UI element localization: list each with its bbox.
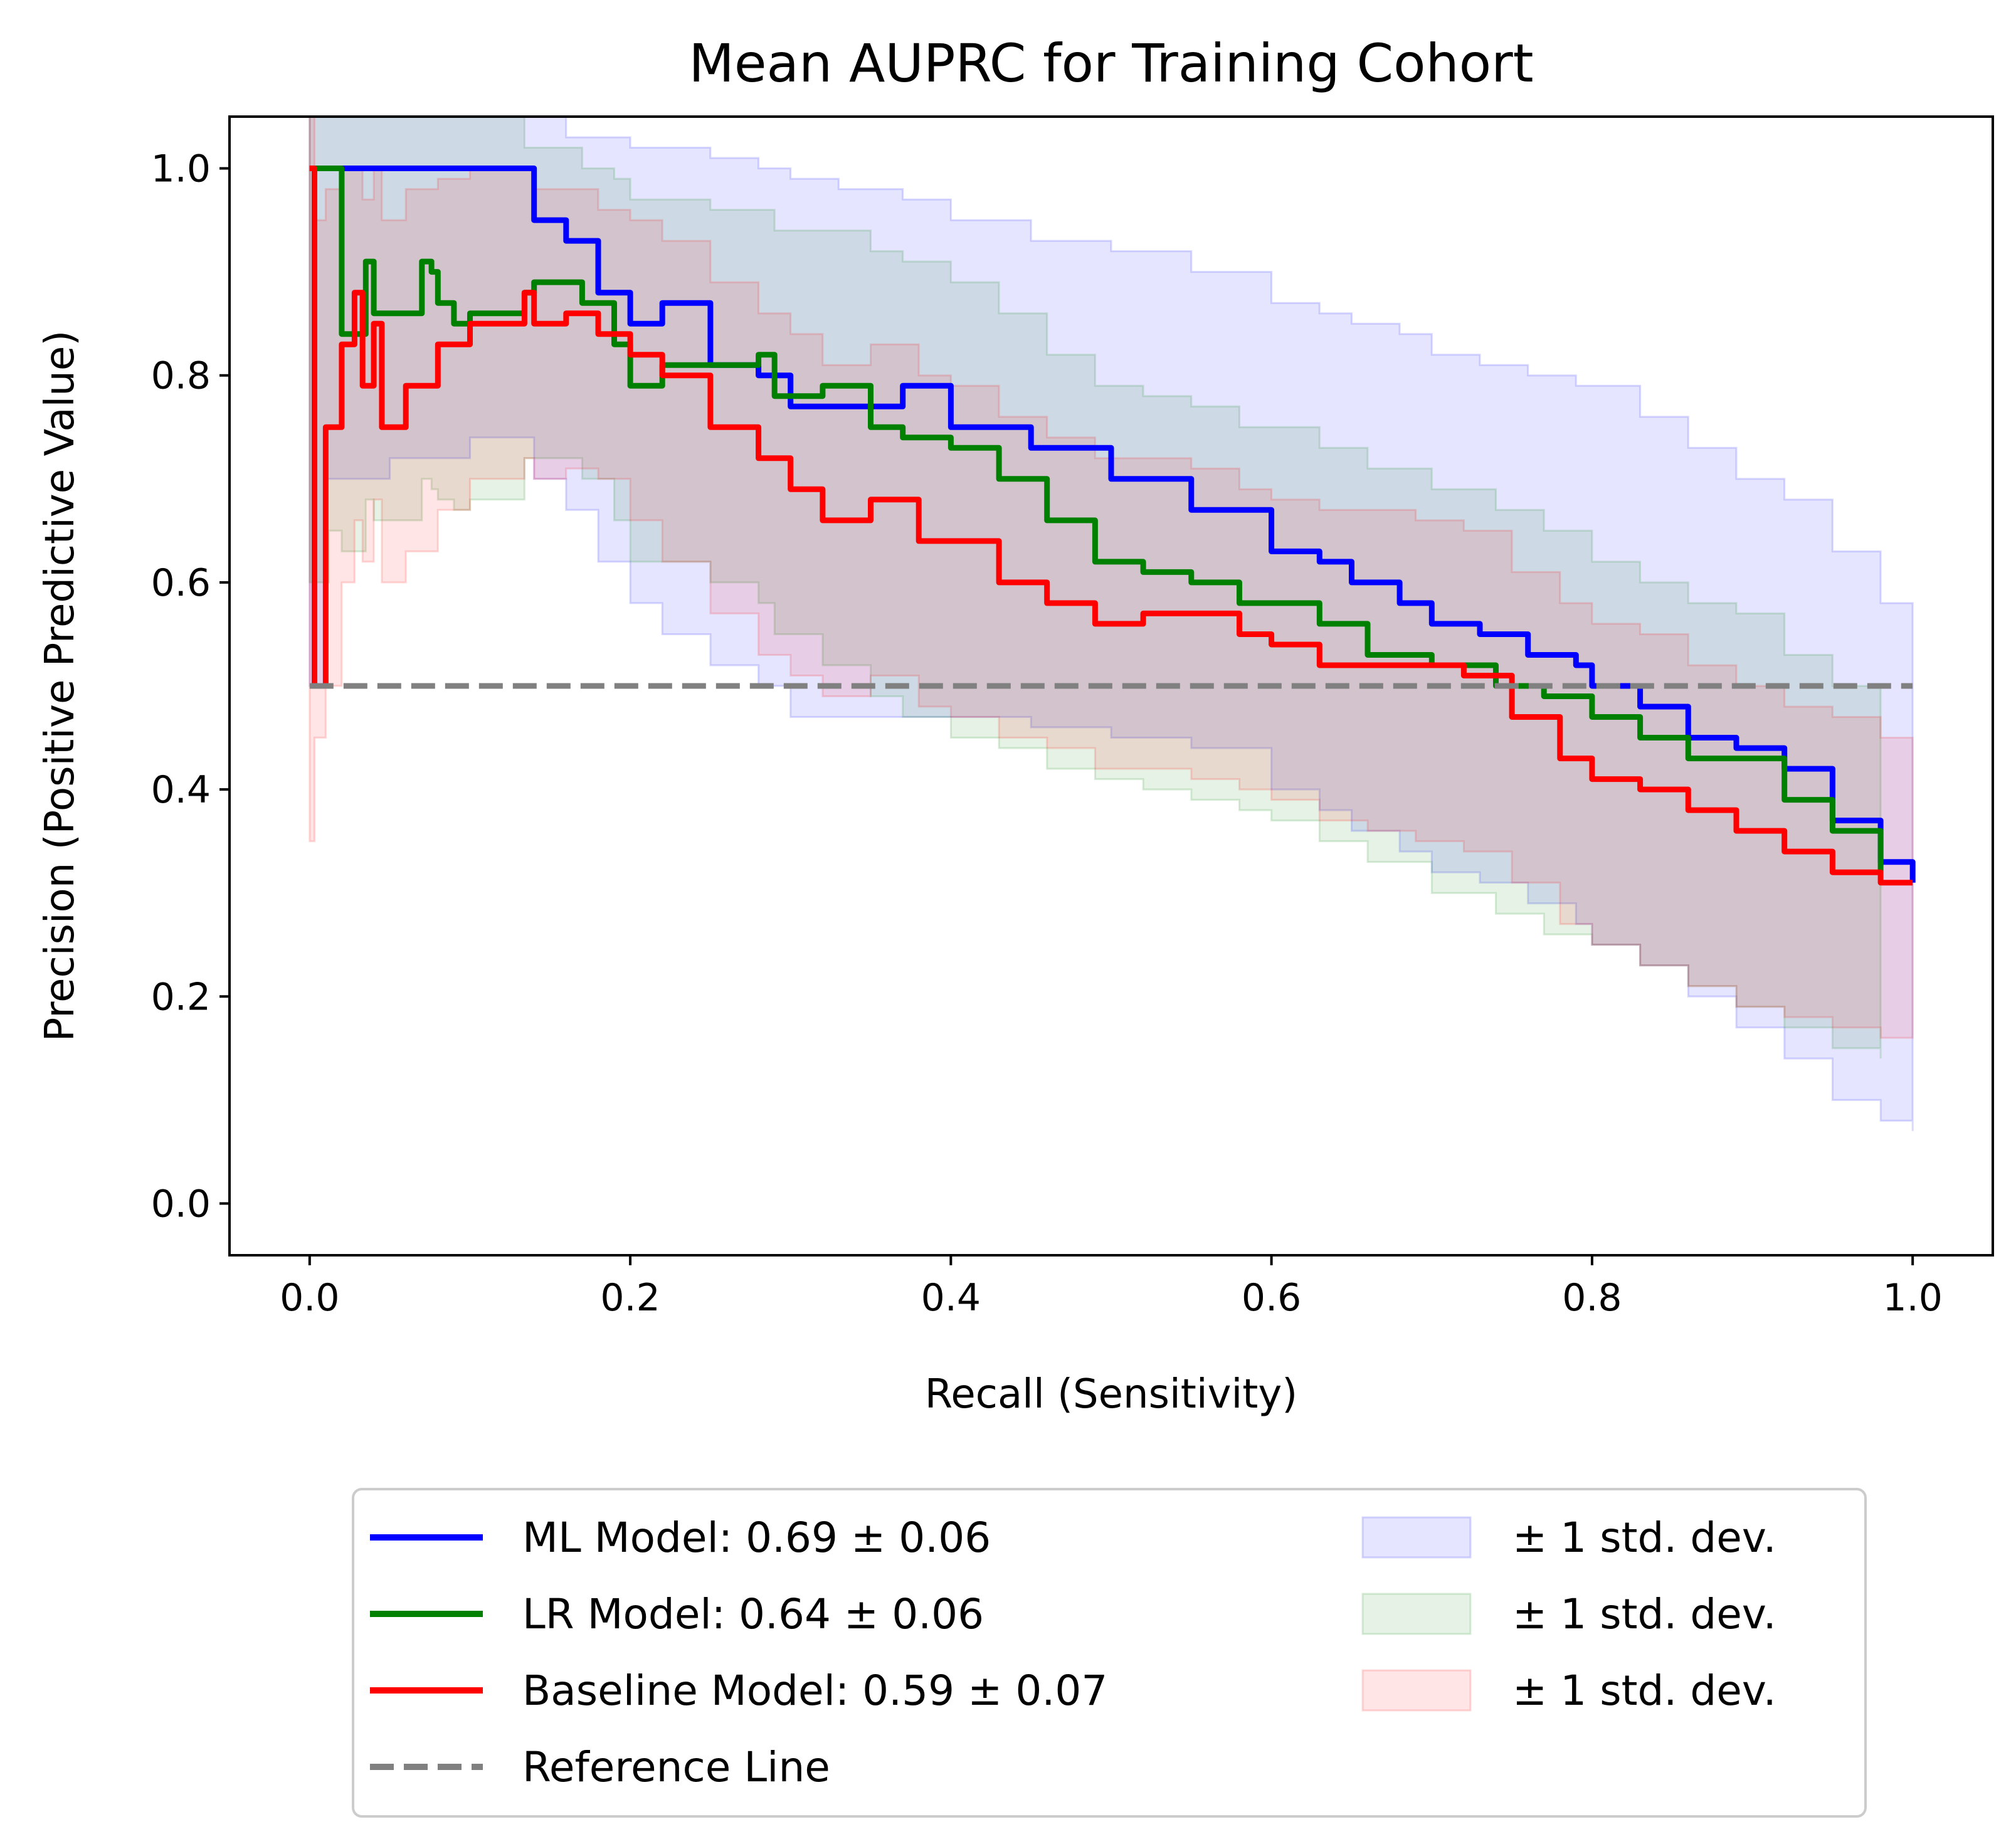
y-tick-label: 1.0 — [151, 147, 211, 191]
legend-items: ML Model: 0.69 ± 0.06 LR Model: 0.64 ± 0.… — [370, 1514, 1776, 1791]
x-tick-label: 0.6 — [1242, 1276, 1301, 1320]
legend-band-swatch — [1361, 1593, 1472, 1635]
y-tick-label: 0.0 — [151, 1182, 211, 1226]
x-tick-label: 0.0 — [280, 1276, 339, 1320]
y-tick-label: 0.4 — [151, 768, 211, 812]
legend: ML Model: 0.69 ± 0.06 LR Model: 0.64 ± 0.… — [352, 1488, 1867, 1818]
legend-band-label: ± 1 std. dev. — [1512, 1667, 1776, 1715]
x-tick-label: 1.0 — [1882, 1276, 1942, 1320]
legend-band-swatch — [1361, 1516, 1472, 1559]
legend-frame — [352, 1488, 1867, 1818]
chart-title: Mean AUPRC for Training Cohort — [689, 33, 1533, 94]
x-tick-label: 0.8 — [1562, 1276, 1622, 1320]
x-tick-label: 0.4 — [921, 1276, 981, 1320]
legend-line-label: ML Model: 0.69 ± 0.06 — [522, 1514, 991, 1562]
y-axis-label: Precision (Positive Predictive Value) — [37, 330, 83, 1041]
x-axis: 0.0 0.2 0.4 0.6 0.8 1.0 — [280, 1255, 1943, 1320]
legend-band-label: ± 1 std. dev. — [1512, 1514, 1776, 1562]
plot-frame — [228, 115, 1994, 1257]
legend-band-swatch — [1361, 1669, 1472, 1712]
series-line-1 — [309, 166, 1884, 873]
legend-line-label: LR Model: 0.64 ± 0.06 — [522, 1590, 984, 1638]
y-axis: 0.0 0.2 0.4 0.6 0.8 1.0 — [151, 147, 230, 1226]
legend-band-label: ± 1 std. dev. — [1512, 1590, 1776, 1638]
legend-line-label: Reference Line — [522, 1743, 830, 1791]
series-line-2 — [309, 166, 1913, 886]
series-line-0 — [309, 166, 1916, 883]
y-tick-label: 0.2 — [151, 975, 211, 1019]
std-band-1 — [309, 117, 1882, 1059]
y-tick-label: 0.6 — [151, 561, 211, 605]
legend-line-label: Baseline Model: 0.59 ± 0.07 — [522, 1667, 1107, 1715]
series-lines — [309, 166, 1916, 886]
y-tick-label: 0.8 — [151, 354, 211, 398]
x-axis-label: Recall (Sensitivity) — [925, 1371, 1297, 1418]
x-tick-label: 0.2 — [600, 1276, 660, 1320]
